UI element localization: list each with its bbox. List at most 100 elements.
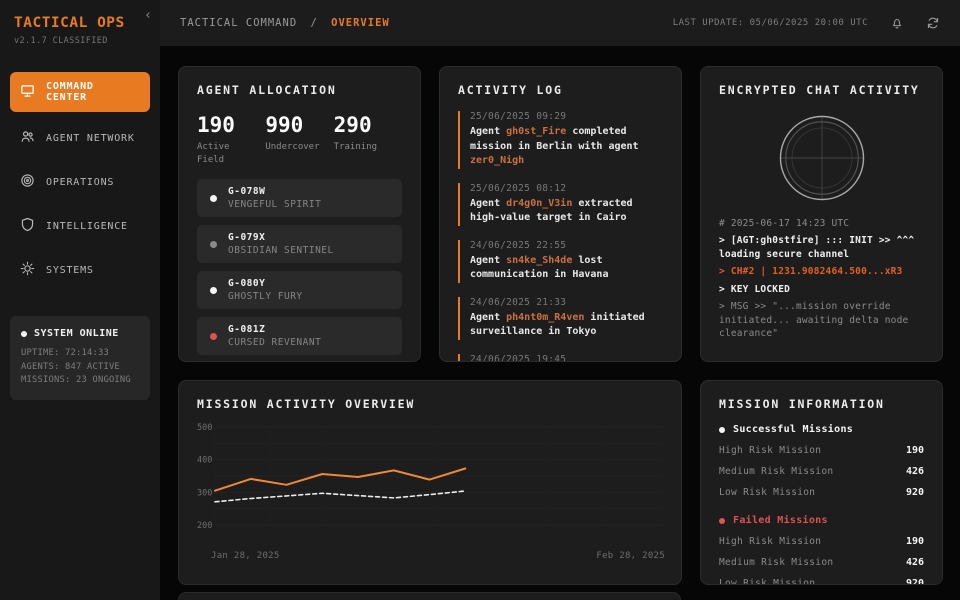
dashboard-content: AGENT ALLOCATION 190 Active Field 990 Un…: [160, 46, 960, 600]
chart-plot-area: 200 300 400 500: [197, 423, 663, 531]
log-entry: 24/06/2025 21:33 Agent ph4nt0m_R4ven ini…: [458, 296, 663, 340]
sidebar-item-agent-network[interactable]: AGENT NETWORK: [10, 120, 150, 156]
next-card-peek: [178, 592, 681, 600]
agent-name: VENGEFUL SPIRIT: [228, 199, 322, 211]
group-status-dot: [719, 517, 725, 524]
agent-code: G-078W: [228, 186, 266, 198]
agent-name: CURSED REVENANT: [228, 337, 322, 349]
agents-line: AGENTS: 847 ACTIVE: [21, 361, 120, 372]
sidebar-item-intelligence[interactable]: INTELLIGENCE: [10, 208, 150, 244]
card-title: ACTIVITY LOG: [458, 83, 563, 97]
agent-name: GHOSTLY FURY: [228, 291, 303, 303]
chat-terminal: # 2025-06-17 14:23 UTC > [AGT:gh0stfire]…: [719, 217, 924, 341]
x-axis-start-label: Jan 28, 2025: [211, 551, 280, 561]
agent-row[interactable]: G-081Z CURSED REVENANT: [197, 317, 402, 356]
agent-row[interactable]: G-080Y GHOSTLY FURY: [197, 271, 402, 310]
breadcrumb-separator: /: [310, 17, 318, 29]
log-entry: 24/06/2025 22:55 Agent sn4ke_Sh4de lost …: [458, 239, 663, 283]
shield-icon: [20, 217, 35, 235]
system-status-lines: UPTIME: 72:14:33 AGENTS: 847 ACTIVE MISS…: [21, 347, 139, 388]
agent-status-dot: [210, 332, 217, 340]
agent-code: G-079X: [228, 232, 266, 244]
stat-active-field: 190 Active Field: [197, 113, 235, 165]
breadcrumb: TACTICAL COMMAND / OVERVIEW: [180, 17, 390, 29]
agent-handle: dr4g0n_V3in: [506, 197, 573, 209]
agent-handle: sn4ke_Sh4de: [506, 254, 573, 266]
group-status-dot: [719, 426, 725, 433]
top-card-row: AGENT ALLOCATION 190 Active Field 990 Un…: [178, 66, 943, 362]
uptime-line: UPTIME: 72:14:33: [21, 348, 109, 358]
sidebar-item-label: AGENT NETWORK: [46, 132, 135, 144]
system-status-title: SYSTEM ONLINE: [21, 328, 139, 339]
sidebar: TACTICAL OPS ‹ v2.1.7 CLASSIFIED COMMAND…: [0, 0, 160, 600]
log-entry: 24/06/2025 19:45: [458, 353, 663, 362]
chat-line: > KEY LOCKED: [719, 283, 791, 295]
sidebar-item-systems[interactable]: SYSTEMS: [10, 252, 150, 288]
agent-list: G-078W VENGEFUL SPIRIT G-079X OBSIDIAN S…: [197, 179, 402, 356]
log-timestamp: 24/06/2025 19:45: [470, 353, 567, 362]
main-area: TACTICAL COMMAND / OVERVIEW LAST UPDATE:…: [160, 0, 960, 600]
agent-row[interactable]: G-079X OBSIDIAN SENTINEL: [197, 225, 402, 264]
sidebar-collapse-icon[interactable]: ‹: [144, 8, 152, 23]
log-entry: 25/06/2025 09:29 Agent gh0st_Fire comple…: [458, 111, 663, 169]
log-text: Agent gh0st_Fire completed mission in Be…: [470, 126, 639, 166]
sidebar-item-label: OPERATIONS: [46, 176, 115, 188]
last-update-label: LAST UPDATE: 05/06/2025 20:00 UTC: [672, 18, 868, 28]
sidebar-nav: COMMAND CENTER AGENT NETWORK OPERATIONS …: [0, 72, 160, 288]
info-row: Medium Risk Mission 426: [719, 557, 924, 568]
encrypted-chat-card: ENCRYPTED CHAT ACTIVITY # 2025-06-17 14:…: [700, 66, 943, 362]
missions-line: MISSIONS: 23 ONGOING: [21, 375, 131, 386]
line-chart: 200 300 400 500 Jan 28, 2025 Feb 28, 2025: [197, 419, 667, 561]
card-title: MISSION INFORMATION: [719, 397, 885, 411]
card-title: ENCRYPTED CHAT ACTIVITY: [719, 83, 920, 97]
x-axis-end-label: Feb 28, 2025: [596, 551, 665, 561]
target-icon: [20, 173, 35, 191]
bottom-card-row: MISSION ACTIVITY OVERVIEW 200 300 400 500 J…: [178, 380, 943, 585]
agent-handle: gh0st_Fire: [506, 126, 567, 137]
agent-code: G-081Z: [228, 324, 266, 336]
log-timestamp: 24/06/2025 21:33: [470, 296, 567, 308]
app-brand: TACTICAL OPS: [14, 15, 125, 31]
status-dot: [21, 330, 27, 337]
mission-activity-chart-card: MISSION ACTIVITY OVERVIEW 200 300 400 500 J…: [178, 380, 682, 585]
log-timestamp: 25/06/2025 08:12: [470, 182, 567, 194]
log-entry: 25/06/2025 08:12 Agent dr4g0n_V3in extra…: [458, 182, 663, 226]
monitor-icon: [20, 83, 35, 101]
agent-code: G-080Y: [228, 278, 266, 290]
chat-line: > CH#2 | 1231.9082464.500...xR3: [719, 266, 903, 278]
group-header: Successful Missions: [719, 424, 924, 435]
log-text: Agent ph4nt0m_R4ven initiated surveillan…: [470, 311, 645, 338]
agent-allocation-card: AGENT ALLOCATION 190 Active Field 990 Un…: [178, 66, 421, 362]
log-timestamp: 24/06/2025 22:55: [470, 239, 567, 251]
sidebar-item-command-center[interactable]: COMMAND CENTER: [10, 72, 150, 112]
agent-row[interactable]: G-078W VENGEFUL SPIRIT: [197, 179, 402, 218]
info-row: Low Risk Mission 920: [719, 578, 924, 585]
svg-text:400: 400: [197, 456, 212, 466]
agent-status-dot: [210, 286, 217, 294]
svg-text:200: 200: [197, 521, 212, 531]
agent-handle: ph4nt0m_R4ven: [506, 311, 585, 323]
sidebar-item-label: INTELLIGENCE: [46, 220, 128, 232]
breadcrumb-root[interactable]: TACTICAL COMMAND: [180, 17, 298, 29]
activity-log-card: ACTIVITY LOG 25/06/2025 09:29 Agent gh0s…: [439, 66, 682, 362]
chat-line: > MSG >> "...mission override initiated.…: [719, 301, 909, 340]
stat-training: 290 Training: [333, 113, 378, 152]
stat-undercover: 990 Undercover: [265, 113, 320, 152]
sidebar-item-operations[interactable]: OPERATIONS: [10, 164, 150, 200]
chart-x-axis: Jan 28, 2025 Feb 28, 2025: [197, 549, 667, 561]
chat-line: # 2025-06-17 14:23 UTC: [719, 218, 850, 229]
info-row: Medium Risk Mission 426: [719, 466, 924, 477]
breadcrumb-current: OVERVIEW: [331, 17, 390, 29]
mission-information-card: MISSION INFORMATION Successful Missions …: [700, 380, 943, 585]
info-row: High Risk Mission 190: [719, 536, 924, 547]
svg-text:500: 500: [197, 423, 212, 433]
svg-text:300: 300: [197, 488, 212, 498]
refresh-icon[interactable]: [926, 16, 940, 30]
app-version: v2.1.7 CLASSIFIED: [14, 36, 108, 46]
log-timestamp: 25/06/2025 09:29: [470, 111, 567, 122]
activity-log-list[interactable]: 25/06/2025 09:29 Agent gh0st_Fire comple…: [458, 111, 663, 362]
info-row: Low Risk Mission 920: [719, 487, 924, 498]
topbar: TACTICAL COMMAND / OVERVIEW LAST UPDATE:…: [160, 0, 960, 46]
bell-icon[interactable]: [890, 16, 904, 30]
